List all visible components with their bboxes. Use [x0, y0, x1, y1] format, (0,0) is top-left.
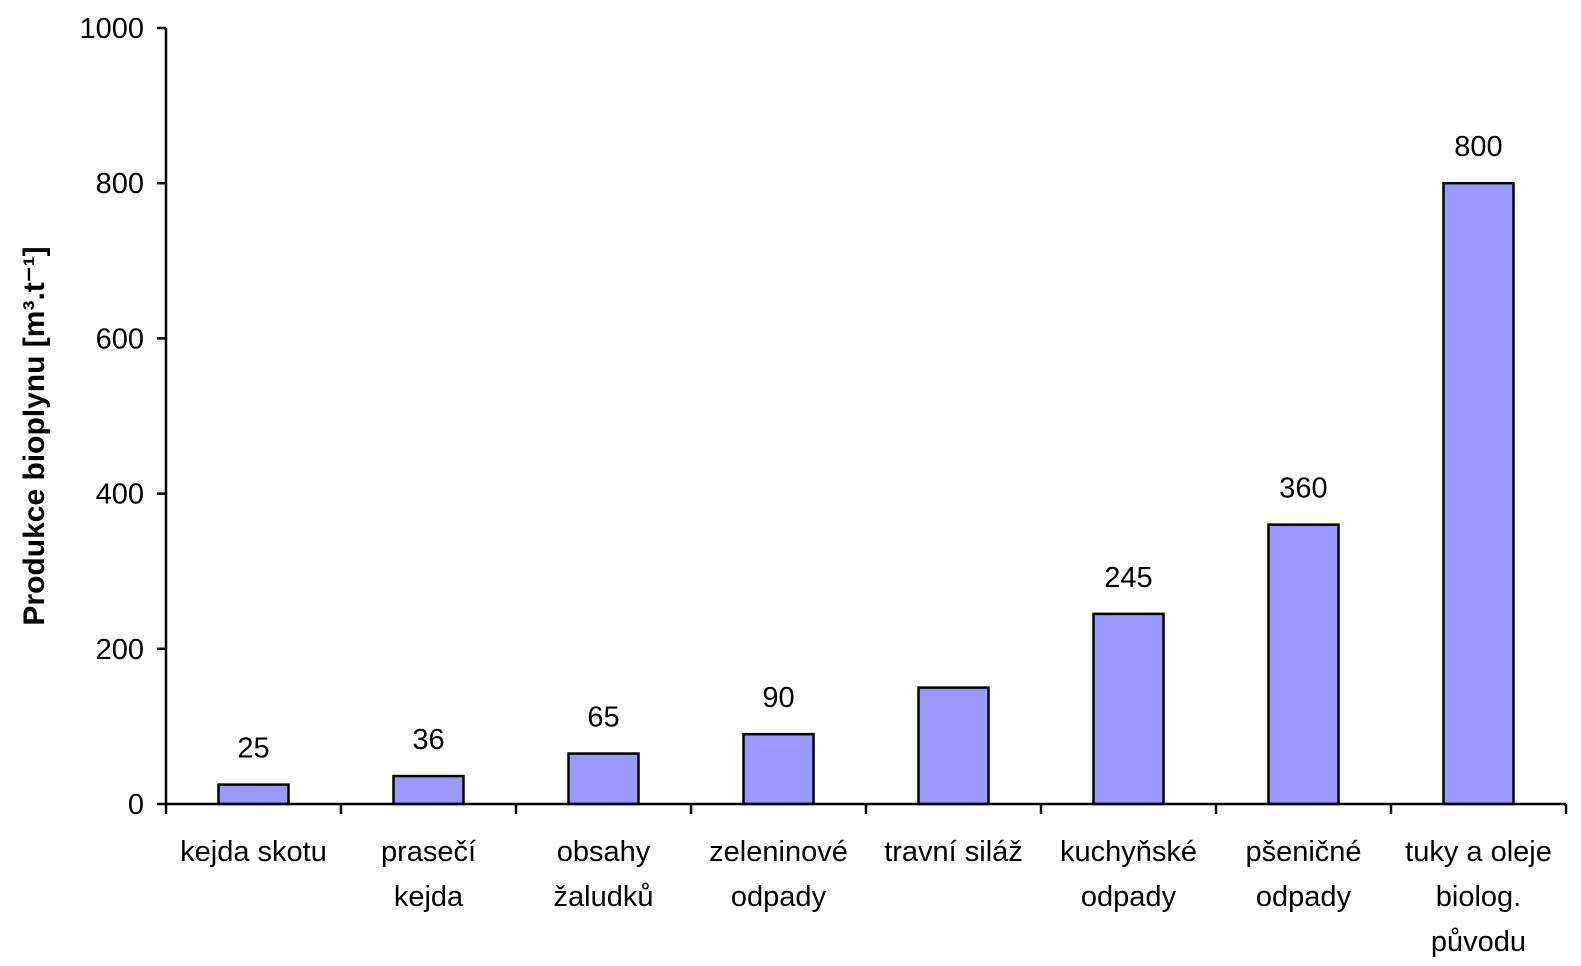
category-labels: kejda skotu prasečí kejda obsahy žaludků zele…	[180, 836, 1552, 958]
y-axis-ticks: 0 200 400 600 800 1000	[79, 13, 166, 821]
bar	[1094, 614, 1164, 804]
bar	[919, 688, 989, 804]
bar	[744, 734, 814, 804]
data-label: 65	[587, 702, 619, 734]
y-axis-label: Produkce bioplynu [m³.t⁻¹]	[18, 246, 51, 625]
category-label: kejda skotu	[180, 836, 327, 868]
data-label: 800	[1454, 131, 1502, 163]
y-tick-label: 400	[96, 479, 144, 511]
data-label: 360	[1279, 473, 1327, 505]
data-label: 245	[1104, 562, 1152, 594]
data-label: 90	[762, 682, 794, 714]
y-tick-label: 600	[96, 323, 144, 355]
y-tick-label: 800	[96, 168, 144, 200]
data-label: 25	[237, 733, 269, 765]
y-tick-label: 1000	[79, 13, 144, 45]
x-axis-ticks	[166, 804, 1566, 814]
bar	[1444, 183, 1514, 804]
y-tick-label: 0	[128, 789, 144, 821]
category-label: prasečí kejda	[381, 836, 476, 913]
bar	[1269, 525, 1339, 804]
bar	[394, 776, 464, 804]
data-label: 36	[412, 724, 444, 756]
category-label: zeleninové odpady	[709, 836, 848, 913]
category-label: pšeničné odpady	[1245, 836, 1361, 913]
bar	[569, 754, 639, 804]
y-tick-label: 200	[96, 634, 144, 666]
bar	[219, 785, 289, 804]
category-label: travní siláž	[884, 836, 1023, 868]
category-label: obsahy žaludků	[554, 836, 654, 913]
category-label: tuky a oleje biolog. původu	[1405, 836, 1552, 958]
category-label: kuchyňské odpady	[1060, 836, 1197, 913]
